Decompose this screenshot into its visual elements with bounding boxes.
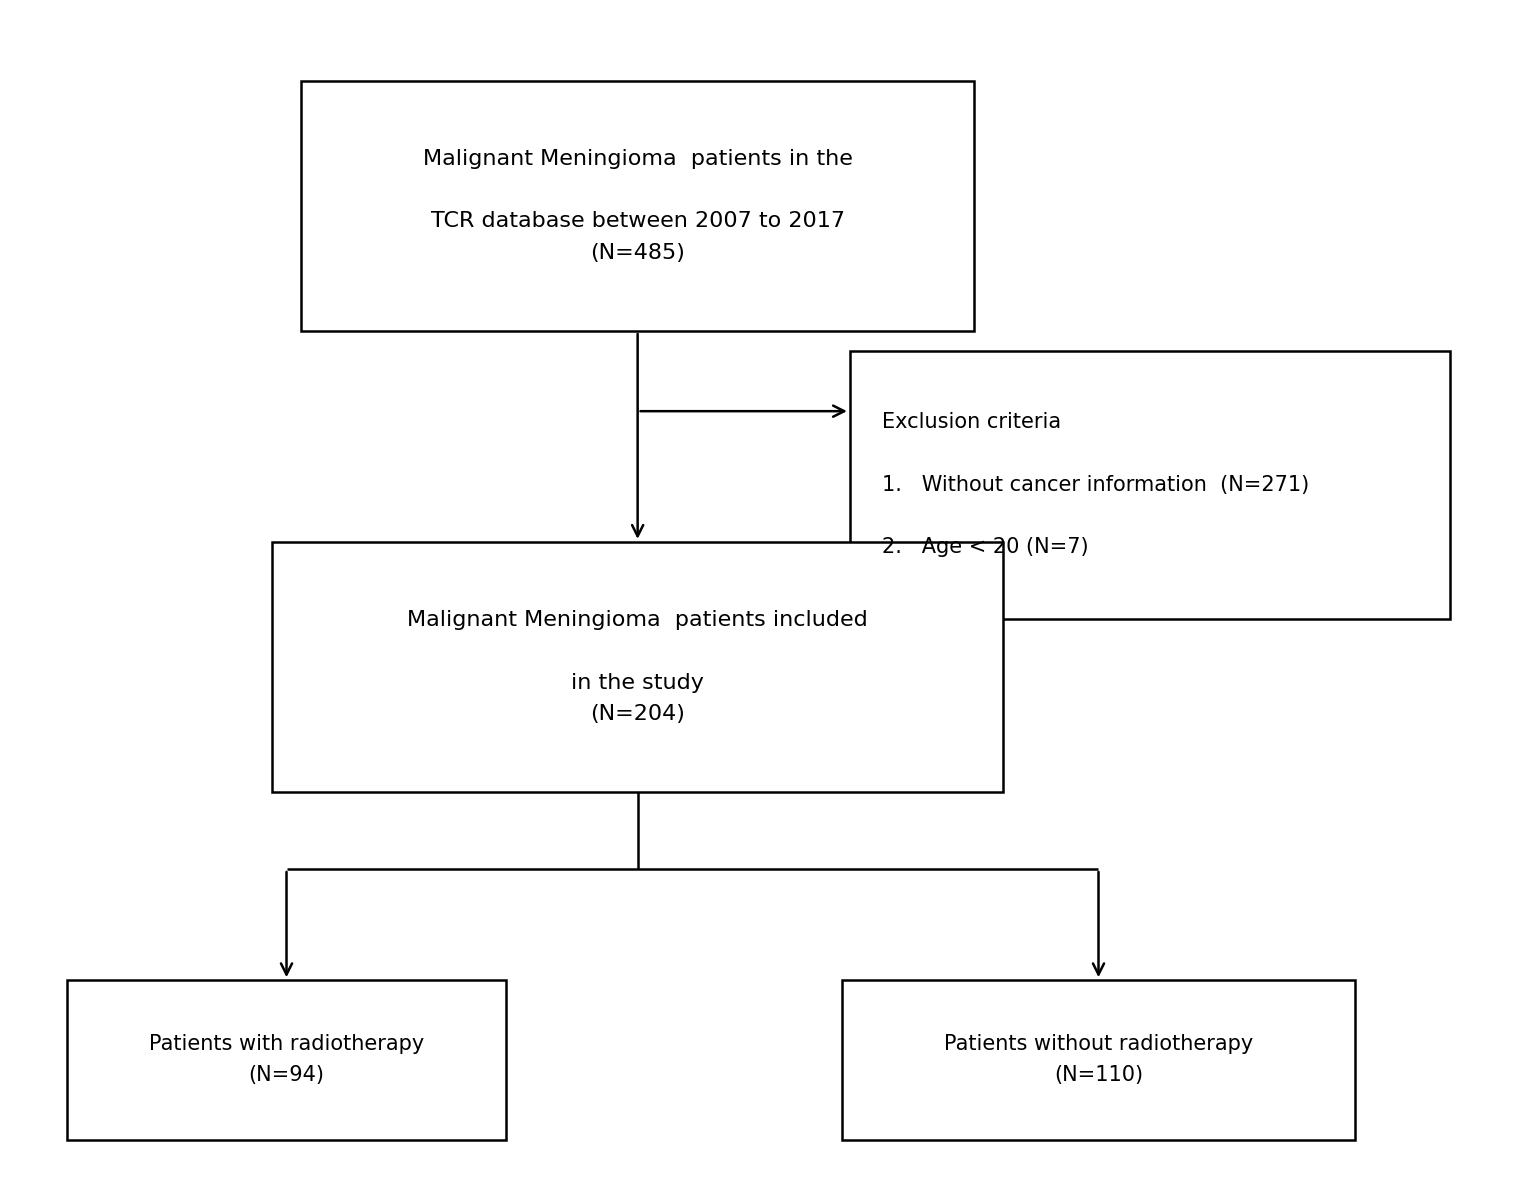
Text: Patients with radiotherapy
(N=94): Patients with radiotherapy (N=94) — [149, 1034, 424, 1085]
FancyBboxPatch shape — [302, 81, 974, 331]
FancyBboxPatch shape — [67, 980, 506, 1140]
Text: Malignant Meningioma  patients in the

TCR database between 2007 to 2017
(N=485): Malignant Meningioma patients in the TCR… — [422, 149, 852, 262]
FancyBboxPatch shape — [843, 980, 1355, 1140]
Text: Malignant Meningioma  patients included

in the study
(N=204): Malignant Meningioma patients included i… — [407, 611, 869, 723]
Text: Patients without radiotherapy
(N=110): Patients without radiotherapy (N=110) — [943, 1034, 1253, 1085]
FancyBboxPatch shape — [271, 542, 1003, 792]
FancyBboxPatch shape — [850, 351, 1449, 619]
Text: Exclusion criteria

1.   Without cancer information  (N=271)

2.   Age < 20 (N=7: Exclusion criteria 1. Without cancer inf… — [882, 413, 1309, 557]
